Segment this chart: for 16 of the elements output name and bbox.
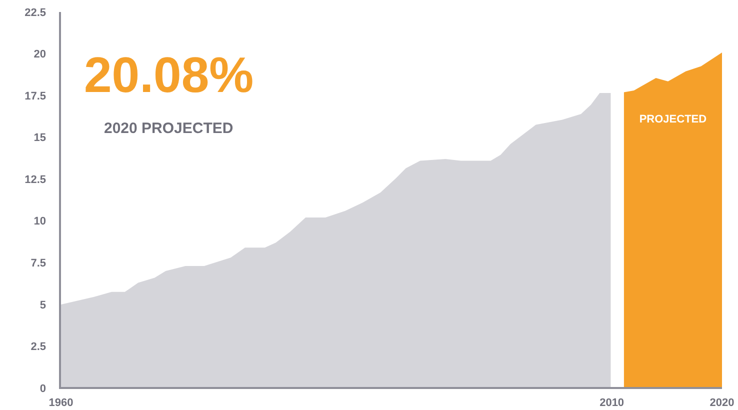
y-tick-label: 22.5 — [24, 6, 46, 19]
annotation: 20.08% — [84, 47, 254, 103]
y-tick-label: 0 — [40, 382, 46, 395]
y-tick-label: 5 — [40, 299, 46, 312]
x-tick-label: 2010 — [600, 397, 624, 409]
x-tick-label: 2020 — [710, 397, 734, 409]
y-tick-label: 17.5 — [24, 90, 46, 102]
annotation: 2020 PROJECTED — [104, 120, 234, 137]
y-tick-label: 12.5 — [24, 174, 46, 186]
y-tick-label: 10 — [34, 216, 46, 228]
y-tick-label: 7.5 — [30, 258, 46, 270]
x-tick-label: 1960 — [48, 397, 74, 409]
y-tick-label: 2.5 — [30, 341, 46, 354]
series-label: PROJECTED — [639, 113, 707, 126]
y-tick-label: 15 — [34, 132, 46, 144]
y-tick-label: 20 — [34, 48, 46, 61]
